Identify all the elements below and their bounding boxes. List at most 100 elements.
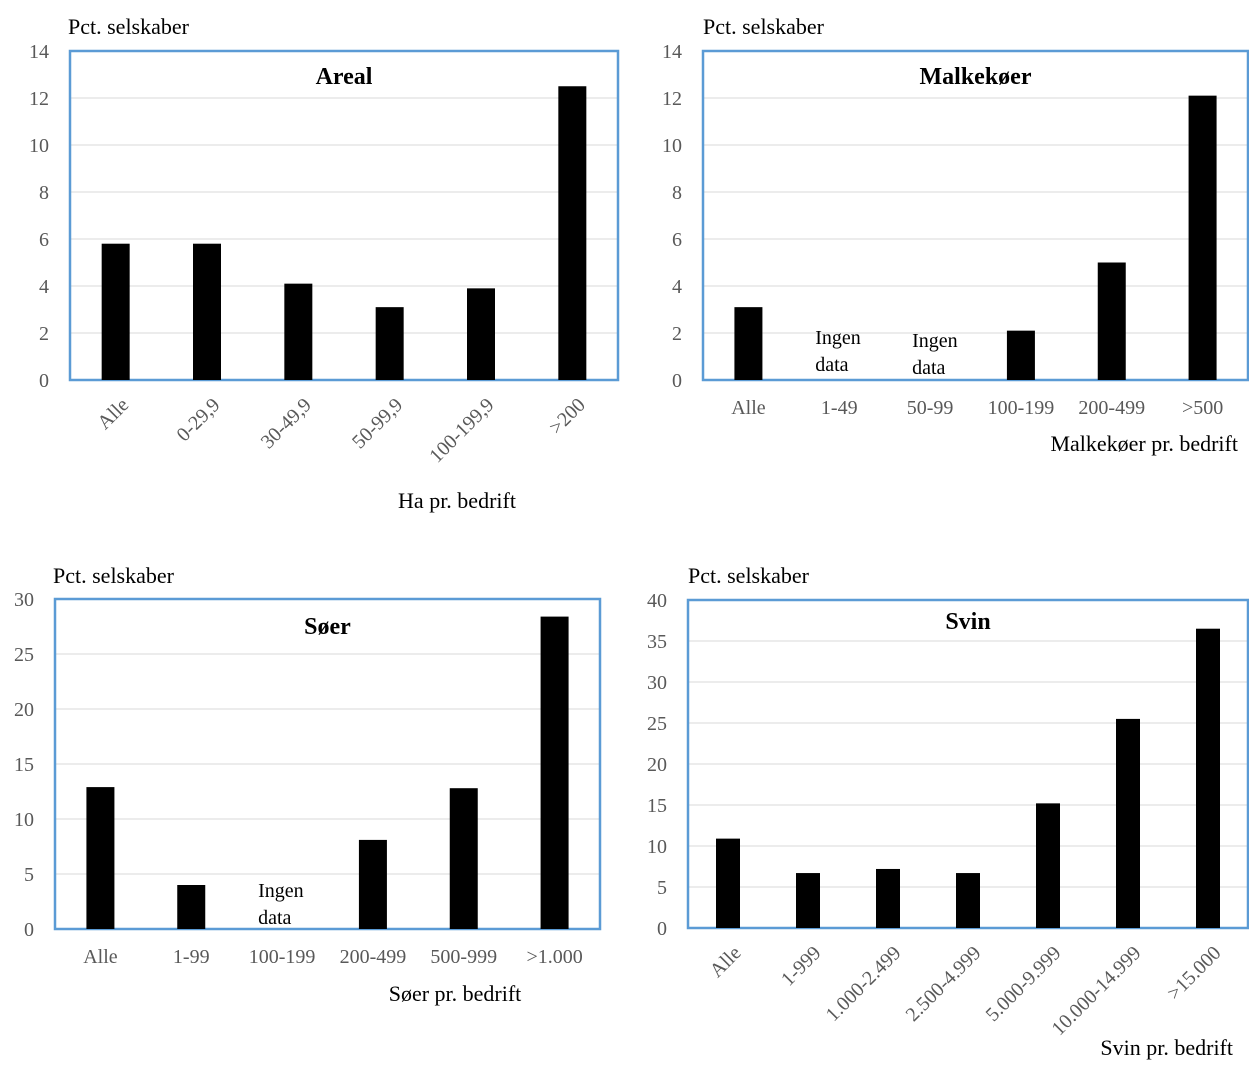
no-data-annotation: data xyxy=(815,354,848,376)
x-tick-label: 200-499 xyxy=(1078,397,1145,419)
no-data-annotation: Ingen xyxy=(815,327,861,349)
x-tick-label: 50-99,9 xyxy=(348,394,407,453)
bar xyxy=(1116,718,1140,928)
chart-title: Søer xyxy=(304,614,351,640)
x-tick-label: Alle xyxy=(706,942,746,982)
bar xyxy=(177,885,206,929)
x-axis-label: Svin pr. bedrift xyxy=(1100,1035,1233,1060)
y-tick-label: 30 xyxy=(14,589,34,611)
x-tick-label: 5.000-9.999 xyxy=(982,942,1066,1026)
chart-0: 0 2 4 6 8 10 12 14 Pct. selskaber Areal Alle 0-29,9… xyxy=(29,14,620,513)
x-tick-label: 100-199 xyxy=(988,397,1055,419)
y-tick-label: 0 xyxy=(672,370,682,392)
x-tick-label: Alle xyxy=(83,946,118,968)
y-tick-label: 15 xyxy=(14,754,34,776)
y-tick-label: 14 xyxy=(29,41,49,63)
x-tick-label: 1-99 xyxy=(173,946,210,968)
bar xyxy=(956,873,980,928)
x-tick-label: 0-29,9 xyxy=(172,394,224,446)
x-tick-label: 200-499 xyxy=(340,946,407,968)
y-tick-label: 6 xyxy=(39,229,49,251)
y-tick-label: 14 xyxy=(662,41,682,63)
x-tick-label: Alle xyxy=(93,394,133,434)
x-tick-label: 100-199 xyxy=(249,946,316,968)
no-data-annotation: data xyxy=(912,357,945,379)
bar xyxy=(358,839,387,929)
bar xyxy=(449,788,478,929)
chart-title: Svin xyxy=(945,609,990,635)
bar xyxy=(1036,803,1060,928)
x-tick-label: 500-999 xyxy=(430,946,497,968)
bar xyxy=(1097,262,1126,380)
x-tick-label: 1-999 xyxy=(777,942,826,991)
x-tick-label: >500 xyxy=(1182,397,1223,419)
bar xyxy=(193,243,221,380)
y-tick-label: 6 xyxy=(672,229,682,251)
chart-3: 0 5 10 15 20 25 30 35 40 Pct. selskaber Svin Alle 1-… xyxy=(647,563,1249,1060)
y-tick-label: 0 xyxy=(24,919,34,941)
y-tick-label: 10 xyxy=(14,809,34,831)
x-tick-label: 30-49,9 xyxy=(257,394,316,453)
y-axis-label: Pct. selskaber xyxy=(53,563,175,588)
bar xyxy=(796,873,820,928)
y-tick-label: 40 xyxy=(647,590,667,612)
y-tick-label: 0 xyxy=(39,370,49,392)
y-tick-label: 30 xyxy=(647,672,667,694)
no-data-annotation: Ingen xyxy=(912,330,958,352)
y-tick-label: 15 xyxy=(647,795,667,817)
bar xyxy=(716,838,740,928)
y-tick-label: 5 xyxy=(657,877,667,899)
y-tick-label: 4 xyxy=(672,276,682,298)
chart-2: 0 5 10 15 20 25 30 Pct. selskaber Søer Alle 1-99 10… xyxy=(14,563,602,1006)
x-tick-label: 100-199,9 xyxy=(425,394,498,467)
bar xyxy=(375,307,404,380)
x-axis-label: Søer pr. bedrift xyxy=(389,981,522,1006)
y-tick-label: 35 xyxy=(647,631,667,653)
x-tick-label: 1.000-2.499 xyxy=(822,942,906,1026)
plot-frame xyxy=(701,49,1249,382)
y-tick-label: 0 xyxy=(657,918,667,940)
x-tick-label: Alle xyxy=(731,397,766,419)
x-tick-label: >1.000 xyxy=(526,946,582,968)
chart-1: 0 2 4 6 8 10 12 14 Pct. selskaber Malkekøer Alle 1-… xyxy=(662,14,1249,456)
bar xyxy=(1188,95,1217,381)
y-tick-label: 25 xyxy=(647,713,667,735)
y-tick-label: 5 xyxy=(24,864,34,886)
bar xyxy=(101,243,130,380)
y-tick-label: 4 xyxy=(39,276,49,298)
plot-frame xyxy=(68,49,620,382)
bar xyxy=(540,616,569,929)
y-tick-label: 10 xyxy=(647,836,667,858)
bar xyxy=(876,868,900,928)
y-axis-label: Pct. selskaber xyxy=(688,563,810,588)
y-tick-label: 20 xyxy=(14,699,34,721)
chart-title: Malkekøer xyxy=(920,64,1032,90)
bar xyxy=(1196,628,1220,928)
y-tick-label: 10 xyxy=(662,135,682,157)
bar xyxy=(558,86,587,380)
x-tick-label: 1-49 xyxy=(821,397,858,419)
x-tick-label: >200 xyxy=(545,394,590,439)
y-tick-label: 20 xyxy=(647,754,667,776)
bar xyxy=(86,787,115,929)
y-tick-label: 2 xyxy=(39,323,49,345)
y-tick-label: 2 xyxy=(672,323,682,345)
bar xyxy=(284,283,313,380)
x-axis-label: Malkekøer pr. bedrift xyxy=(1050,431,1238,456)
x-tick-label: 2.500-4.999 xyxy=(902,942,986,1026)
y-tick-label: 8 xyxy=(672,182,682,204)
chart-title: Areal xyxy=(316,64,373,90)
bar xyxy=(1006,330,1035,380)
y-axis-label: Pct. selskaber xyxy=(68,14,190,39)
no-data-annotation: data xyxy=(258,907,291,929)
bar xyxy=(467,288,495,380)
bar xyxy=(734,307,763,380)
y-axis-label: Pct. selskaber xyxy=(703,14,825,39)
y-tick-label: 12 xyxy=(662,88,682,110)
y-tick-label: 8 xyxy=(39,182,49,204)
y-tick-label: 25 xyxy=(14,644,34,666)
x-tick-label: >15.000 xyxy=(1163,942,1225,1004)
no-data-annotation: Ingen xyxy=(258,880,304,902)
